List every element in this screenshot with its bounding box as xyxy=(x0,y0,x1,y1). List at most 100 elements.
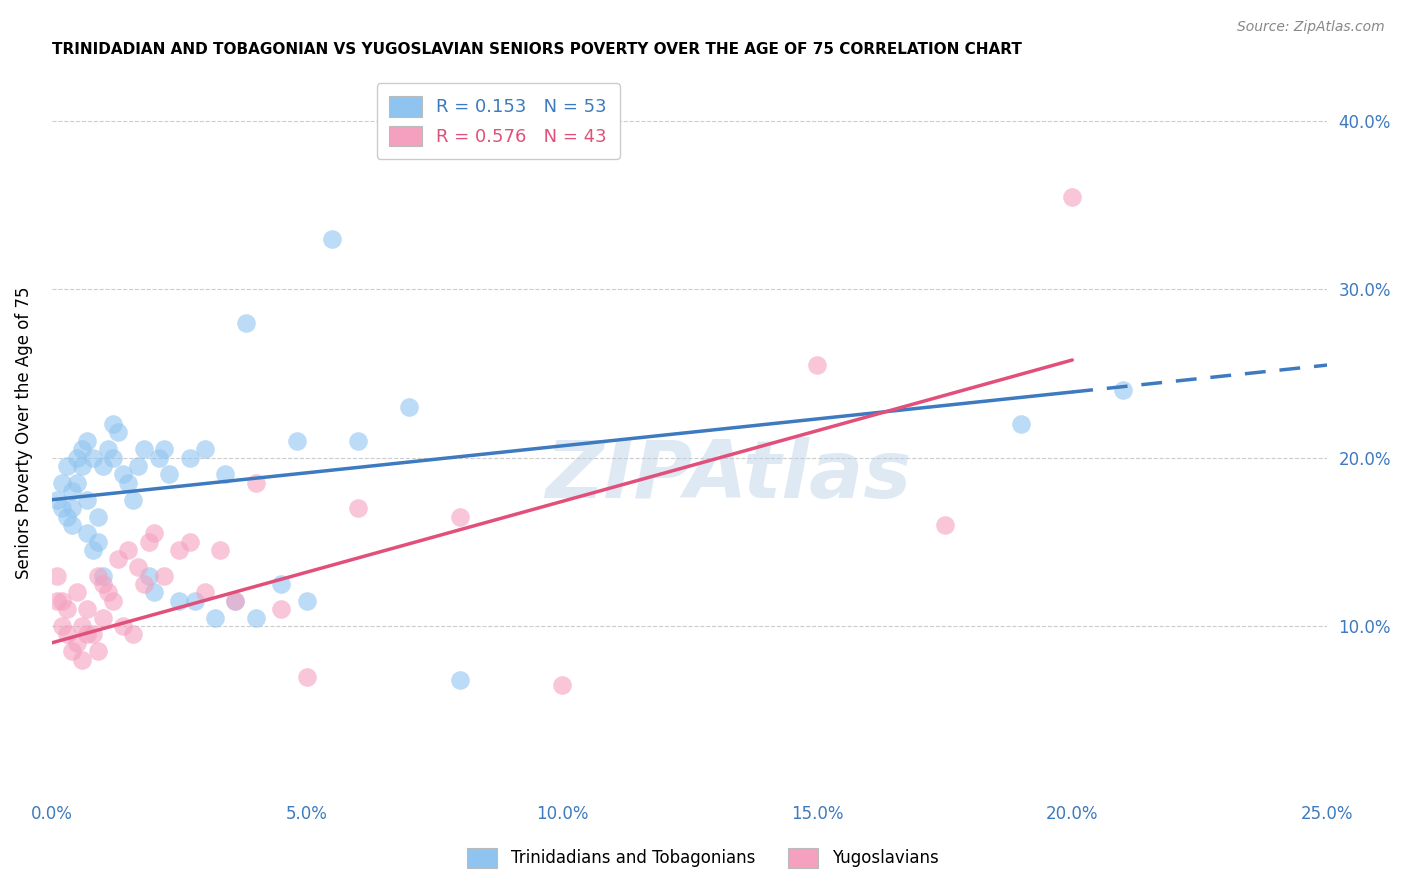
Point xyxy=(270,602,292,616)
Point xyxy=(157,467,180,482)
Point xyxy=(101,450,124,465)
Point xyxy=(138,534,160,549)
Point xyxy=(295,669,318,683)
Point xyxy=(1112,384,1135,398)
Point xyxy=(56,509,79,524)
Point xyxy=(91,568,114,582)
Point xyxy=(398,400,420,414)
Point xyxy=(183,593,205,607)
Point xyxy=(101,417,124,431)
Point xyxy=(214,467,236,482)
Point xyxy=(56,458,79,473)
Point xyxy=(128,560,150,574)
Point xyxy=(51,593,73,607)
Point xyxy=(209,543,232,558)
Point xyxy=(169,543,191,558)
Point xyxy=(138,568,160,582)
Point xyxy=(91,458,114,473)
Text: ZIPAtlas: ZIPAtlas xyxy=(544,437,911,515)
Point xyxy=(76,492,98,507)
Point xyxy=(76,627,98,641)
Point xyxy=(169,593,191,607)
Point xyxy=(142,585,165,599)
Point xyxy=(194,585,217,599)
Point xyxy=(142,526,165,541)
Point xyxy=(72,442,94,457)
Point xyxy=(132,442,155,457)
Point xyxy=(934,518,956,533)
Point xyxy=(245,475,267,490)
Point xyxy=(1010,417,1032,431)
Point xyxy=(179,534,201,549)
Text: Source: ZipAtlas.com: Source: ZipAtlas.com xyxy=(1237,20,1385,34)
Point xyxy=(76,434,98,448)
Point xyxy=(45,492,67,507)
Point xyxy=(295,593,318,607)
Point xyxy=(72,458,94,473)
Point xyxy=(66,475,89,490)
Point xyxy=(97,442,120,457)
Point xyxy=(51,475,73,490)
Point xyxy=(97,585,120,599)
Point xyxy=(112,619,135,633)
Point xyxy=(347,501,370,516)
Point xyxy=(245,610,267,624)
Point xyxy=(101,593,124,607)
Point xyxy=(60,518,83,533)
Point xyxy=(449,673,471,687)
Point xyxy=(347,434,370,448)
Point xyxy=(82,543,104,558)
Point xyxy=(60,501,83,516)
Point xyxy=(194,442,217,457)
Point xyxy=(56,602,79,616)
Point xyxy=(132,577,155,591)
Text: TRINIDADIAN AND TOBAGONIAN VS YUGOSLAVIAN SENIORS POVERTY OVER THE AGE OF 75 COR: TRINIDADIAN AND TOBAGONIAN VS YUGOSLAVIA… xyxy=(52,42,1022,57)
Point xyxy=(91,610,114,624)
Point xyxy=(112,467,135,482)
Point xyxy=(56,627,79,641)
Point xyxy=(1062,190,1084,204)
Point xyxy=(235,316,257,330)
Point xyxy=(449,509,471,524)
Point xyxy=(107,551,129,566)
Point xyxy=(107,425,129,440)
Point xyxy=(91,577,114,591)
Point xyxy=(86,644,108,658)
Point xyxy=(224,593,246,607)
Point xyxy=(72,619,94,633)
Point xyxy=(60,484,83,499)
Point xyxy=(285,434,308,448)
Point xyxy=(45,593,67,607)
Point xyxy=(806,358,828,372)
Point xyxy=(551,678,574,692)
Point xyxy=(86,509,108,524)
Point xyxy=(122,492,145,507)
Point xyxy=(148,450,170,465)
Legend: R = 0.153   N = 53, R = 0.576   N = 43: R = 0.153 N = 53, R = 0.576 N = 43 xyxy=(377,83,620,159)
Point xyxy=(122,627,145,641)
Point xyxy=(117,475,139,490)
Point xyxy=(82,627,104,641)
Point xyxy=(153,442,176,457)
Point xyxy=(128,458,150,473)
Point xyxy=(76,602,98,616)
Point xyxy=(60,644,83,658)
Point xyxy=(76,526,98,541)
Point xyxy=(86,534,108,549)
Point xyxy=(51,501,73,516)
Point xyxy=(66,585,89,599)
Point xyxy=(321,232,343,246)
Point xyxy=(66,450,89,465)
Point xyxy=(66,636,89,650)
Point xyxy=(204,610,226,624)
Point xyxy=(270,577,292,591)
Point xyxy=(224,593,246,607)
Point xyxy=(86,568,108,582)
Legend: Trinidadians and Tobagonians, Yugoslavians: Trinidadians and Tobagonians, Yugoslavia… xyxy=(456,837,950,880)
Point xyxy=(179,450,201,465)
Point xyxy=(82,450,104,465)
Point xyxy=(45,568,67,582)
Point xyxy=(153,568,176,582)
Point xyxy=(117,543,139,558)
Point xyxy=(51,619,73,633)
